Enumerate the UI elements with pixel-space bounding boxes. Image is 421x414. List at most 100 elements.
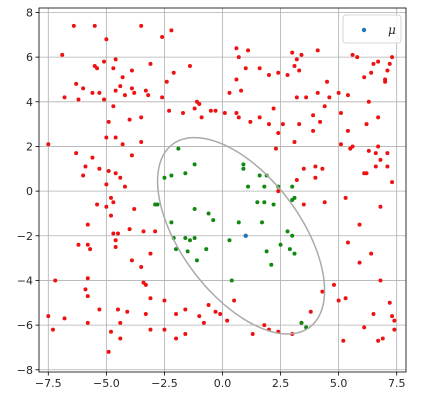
- outside-point: [227, 90, 232, 95]
- outside-point: [102, 59, 107, 64]
- outside-point: [246, 48, 251, 53]
- outside-point: [122, 184, 127, 189]
- outside-point: [262, 323, 267, 328]
- outside-point: [90, 155, 95, 160]
- outside-point: [113, 135, 118, 140]
- outside-point: [362, 325, 367, 330]
- outside-point: [81, 173, 86, 178]
- outside-point: [206, 303, 211, 308]
- outside-point: [343, 296, 348, 301]
- outside-point: [266, 122, 271, 127]
- outside-point: [322, 200, 327, 205]
- y-tick-label: 8: [26, 6, 33, 19]
- outside-point: [129, 68, 134, 73]
- outside-point: [366, 99, 371, 104]
- outside-point: [345, 93, 350, 98]
- inside-point: [169, 220, 174, 225]
- inside-point: [169, 173, 174, 178]
- outside-point: [95, 66, 100, 71]
- outside-point: [139, 265, 144, 270]
- outside-point: [97, 90, 102, 95]
- outside-point: [341, 338, 346, 343]
- inside-point: [278, 242, 283, 247]
- outside-point: [199, 115, 204, 120]
- inside-point: [174, 247, 179, 252]
- outside-point: [201, 320, 206, 325]
- outside-point: [111, 231, 116, 236]
- outside-point: [350, 52, 355, 57]
- outside-point: [95, 202, 100, 207]
- outside-point: [106, 119, 111, 124]
- inside-point: [287, 247, 292, 252]
- outside-point: [320, 166, 325, 171]
- outside-point: [213, 309, 218, 314]
- y-tick-label: −6: [17, 319, 33, 332]
- outside-point: [162, 327, 167, 332]
- inside-point: [162, 175, 167, 180]
- outside-point: [113, 57, 118, 62]
- outside-point: [373, 164, 378, 169]
- x-tick-label: −2.5: [151, 377, 178, 390]
- legend-box: [342, 14, 402, 44]
- outside-point: [336, 90, 341, 95]
- outside-point: [90, 90, 95, 95]
- outside-point: [143, 88, 148, 93]
- x-tick-label: 5.0: [330, 377, 348, 390]
- outside-point: [383, 77, 388, 82]
- outside-point: [257, 115, 262, 120]
- outside-point: [127, 227, 132, 232]
- outside-point: [385, 68, 390, 73]
- outside-point: [213, 108, 218, 113]
- outside-point: [294, 177, 299, 182]
- outside-point: [192, 106, 197, 111]
- series-inside-points: [153, 146, 309, 330]
- outside-point: [345, 128, 350, 133]
- legend: μ: [342, 14, 402, 44]
- outside-point: [111, 104, 116, 109]
- inside-point: [192, 206, 197, 211]
- inside-point: [269, 262, 274, 267]
- outside-point: [276, 189, 281, 194]
- y-tick-label: −4: [17, 274, 33, 287]
- outside-point: [304, 95, 309, 100]
- outside-point: [181, 110, 186, 115]
- mu-point: [243, 233, 248, 238]
- outside-point: [148, 296, 153, 301]
- outside-point: [197, 314, 202, 319]
- outside-point: [129, 258, 134, 263]
- outside-point: [169, 28, 174, 33]
- inside-point: [255, 200, 260, 205]
- outside-point: [118, 336, 123, 341]
- outside-point: [311, 113, 316, 118]
- inside-point: [259, 220, 264, 225]
- inside-point: [183, 171, 188, 176]
- outside-point: [104, 135, 109, 140]
- y-axis-ticks: −8 −6 −4 −2 0 2 4 6 8: [17, 6, 39, 377]
- outside-point: [390, 55, 395, 60]
- inside-point: [192, 162, 197, 167]
- outside-point: [301, 202, 306, 207]
- outside-point: [378, 204, 383, 209]
- outside-point: [331, 282, 336, 287]
- outside-point: [208, 108, 213, 113]
- outside-point: [183, 307, 188, 312]
- outside-point: [97, 307, 102, 312]
- outside-point: [362, 171, 367, 176]
- outside-point: [132, 206, 137, 211]
- outside-point: [129, 153, 134, 158]
- outside-point: [234, 110, 239, 115]
- outside-point: [239, 88, 244, 93]
- y-tick-label: 4: [26, 96, 33, 109]
- outside-point: [62, 95, 67, 100]
- outside-point: [106, 169, 111, 174]
- outside-point: [187, 64, 192, 69]
- covariance-ellipse: [156, 136, 326, 335]
- outside-point: [132, 90, 137, 95]
- inside-point: [241, 166, 246, 171]
- outside-point: [371, 61, 376, 66]
- outside-point: [327, 95, 332, 100]
- outside-point: [294, 95, 299, 100]
- outside-point: [120, 75, 125, 80]
- outside-point: [146, 93, 151, 98]
- outside-point: [197, 102, 202, 107]
